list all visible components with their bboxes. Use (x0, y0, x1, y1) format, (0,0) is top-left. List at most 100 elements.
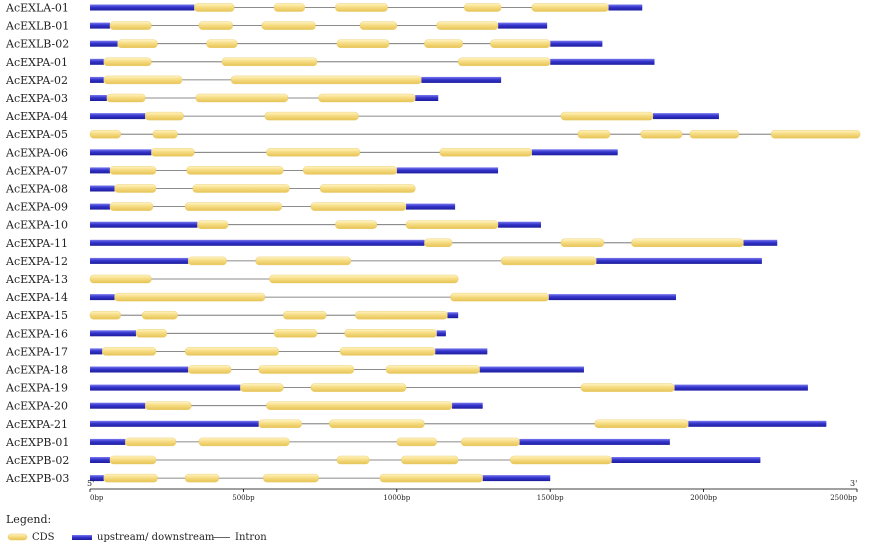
cds-segment (264, 111, 359, 121)
cds-segment (106, 93, 146, 103)
utr-segment (452, 402, 483, 409)
legend-cds-swatch (7, 533, 28, 541)
utr-segment (90, 149, 152, 156)
gene-name-label: AcEXPA-19 (5, 382, 68, 395)
cds-segment (240, 383, 284, 392)
utr-segment (90, 167, 110, 174)
cds-segment (500, 256, 597, 266)
utr-segment (396, 167, 499, 174)
cds-segment (255, 256, 351, 266)
axis-tick-label: 1500bp (537, 494, 564, 502)
utr-segment (90, 58, 104, 65)
gene-name-label: AcEXPA-14 (5, 291, 68, 304)
cds-segment (640, 129, 683, 139)
cds-segment (770, 129, 861, 139)
cds-segment (577, 129, 611, 139)
cds-segment (594, 419, 689, 428)
gene-row: AcEXPA-04 (5, 110, 719, 123)
gene-name-label: AcEXPA-07 (5, 164, 68, 177)
gene-row: AcEXPA-02 (5, 74, 502, 87)
cds-segment (450, 292, 549, 302)
cds-segment (103, 57, 152, 66)
cds-segment (273, 3, 305, 12)
utr-segment (90, 4, 195, 11)
cds-segment (198, 437, 290, 447)
utr-segment (608, 4, 643, 11)
gene-name-label: AcEXLA-01 (5, 2, 69, 15)
gene-row: AcEXPA-08 (5, 183, 416, 196)
cds-segment (339, 347, 436, 356)
gene-row: AcEXPA-06 (5, 146, 618, 159)
cds-segment (273, 329, 318, 338)
cds-segment (457, 57, 551, 66)
gene-row: AcEXPA-15 (5, 309, 459, 322)
cds-segment (510, 455, 612, 465)
cds-segment (319, 184, 416, 193)
legend-utr-swatch (72, 535, 92, 540)
gene-name-label: AcEXPA-09 (5, 201, 68, 214)
cds-segment (336, 455, 370, 465)
gene-name-label: AcEXPA-21 (5, 418, 68, 431)
three-prime-label: 3' (850, 479, 857, 488)
utr-segment (90, 294, 115, 301)
utr-segment (90, 203, 110, 210)
cds-segment (461, 437, 520, 447)
cds-segment (258, 419, 302, 428)
cds-segment (198, 21, 233, 30)
gene-row: AcEXPA-12 (5, 255, 762, 268)
axis-tick-label: 500bp (232, 494, 255, 502)
gene-name-label: AcEXPB-02 (5, 454, 69, 467)
utr-segment (90, 40, 118, 47)
gene-name-label: AcEXLB-02 (5, 38, 69, 51)
utr-segment (548, 294, 676, 301)
cds-segment (439, 148, 532, 157)
cds-segment (396, 437, 437, 447)
gene-row: AcEXPB-02 (5, 454, 761, 467)
cds-segment (145, 111, 184, 121)
cds-segment (192, 184, 290, 193)
cds-segment (197, 220, 229, 229)
gene-row: AcEXPA-18 (5, 364, 584, 377)
cds-segment (436, 21, 499, 30)
axis-tick-label: 0bp (90, 494, 104, 502)
cds-segment (560, 238, 605, 248)
bp-axis: 5' 3' 0bp 500bp 1000bp 1500bp 2000bp 2500bp (87, 479, 858, 502)
legend: Legend: CDS upstream/ downstream Intron (6, 513, 267, 543)
cds-segment (283, 311, 327, 320)
gene-name-label: AcEXPA-15 (5, 309, 68, 322)
cds-segment (89, 311, 121, 320)
cds-segment (135, 329, 167, 338)
cds-segment (184, 347, 279, 356)
cds-segment (269, 274, 459, 284)
cds-segment (464, 3, 502, 12)
gene-row: AcEXLB-02 (5, 38, 603, 51)
legend-utr-label: upstream/ downstream (97, 532, 215, 543)
cds-segment (125, 437, 177, 447)
axis-tick-label: 2500bp (830, 494, 857, 502)
utr-segment (519, 438, 670, 445)
utr-segment (435, 348, 488, 355)
gene-row: AcEXPB-03 (5, 472, 551, 485)
utr-segment (90, 475, 104, 482)
gene-name-label: AcEXPA-08 (5, 183, 68, 196)
cds-segment (580, 383, 675, 392)
cds-segment (109, 455, 157, 465)
cds-segment (359, 21, 398, 30)
gene-row: AcEXPA-21 (5, 418, 827, 431)
cds-segment (560, 111, 654, 121)
gene-row: AcEXPA-09 (5, 201, 456, 214)
gene-name-label: AcEXPA-01 (5, 56, 68, 69)
utr-segment (90, 221, 198, 228)
axis-ticks: 0bp 500bp 1000bp 1500bp 2000bp 2500bp (89, 489, 858, 502)
utr-segment (421, 76, 502, 83)
utr-segment (436, 330, 446, 337)
gene-name-label: AcEXPA-16 (5, 327, 68, 340)
cds-segment (103, 473, 158, 483)
gene-row: AcEXPA-11 (5, 237, 778, 250)
cds-segment (336, 39, 390, 48)
cds-segment (405, 220, 499, 229)
gene-rows: AcEXLA-01 AcEXLB-01 AcEXLB-02 AcEXPA-01 AcEX… (5, 2, 861, 485)
utr-segment (90, 185, 115, 192)
gene-row: AcEXPA-01 (5, 56, 655, 69)
